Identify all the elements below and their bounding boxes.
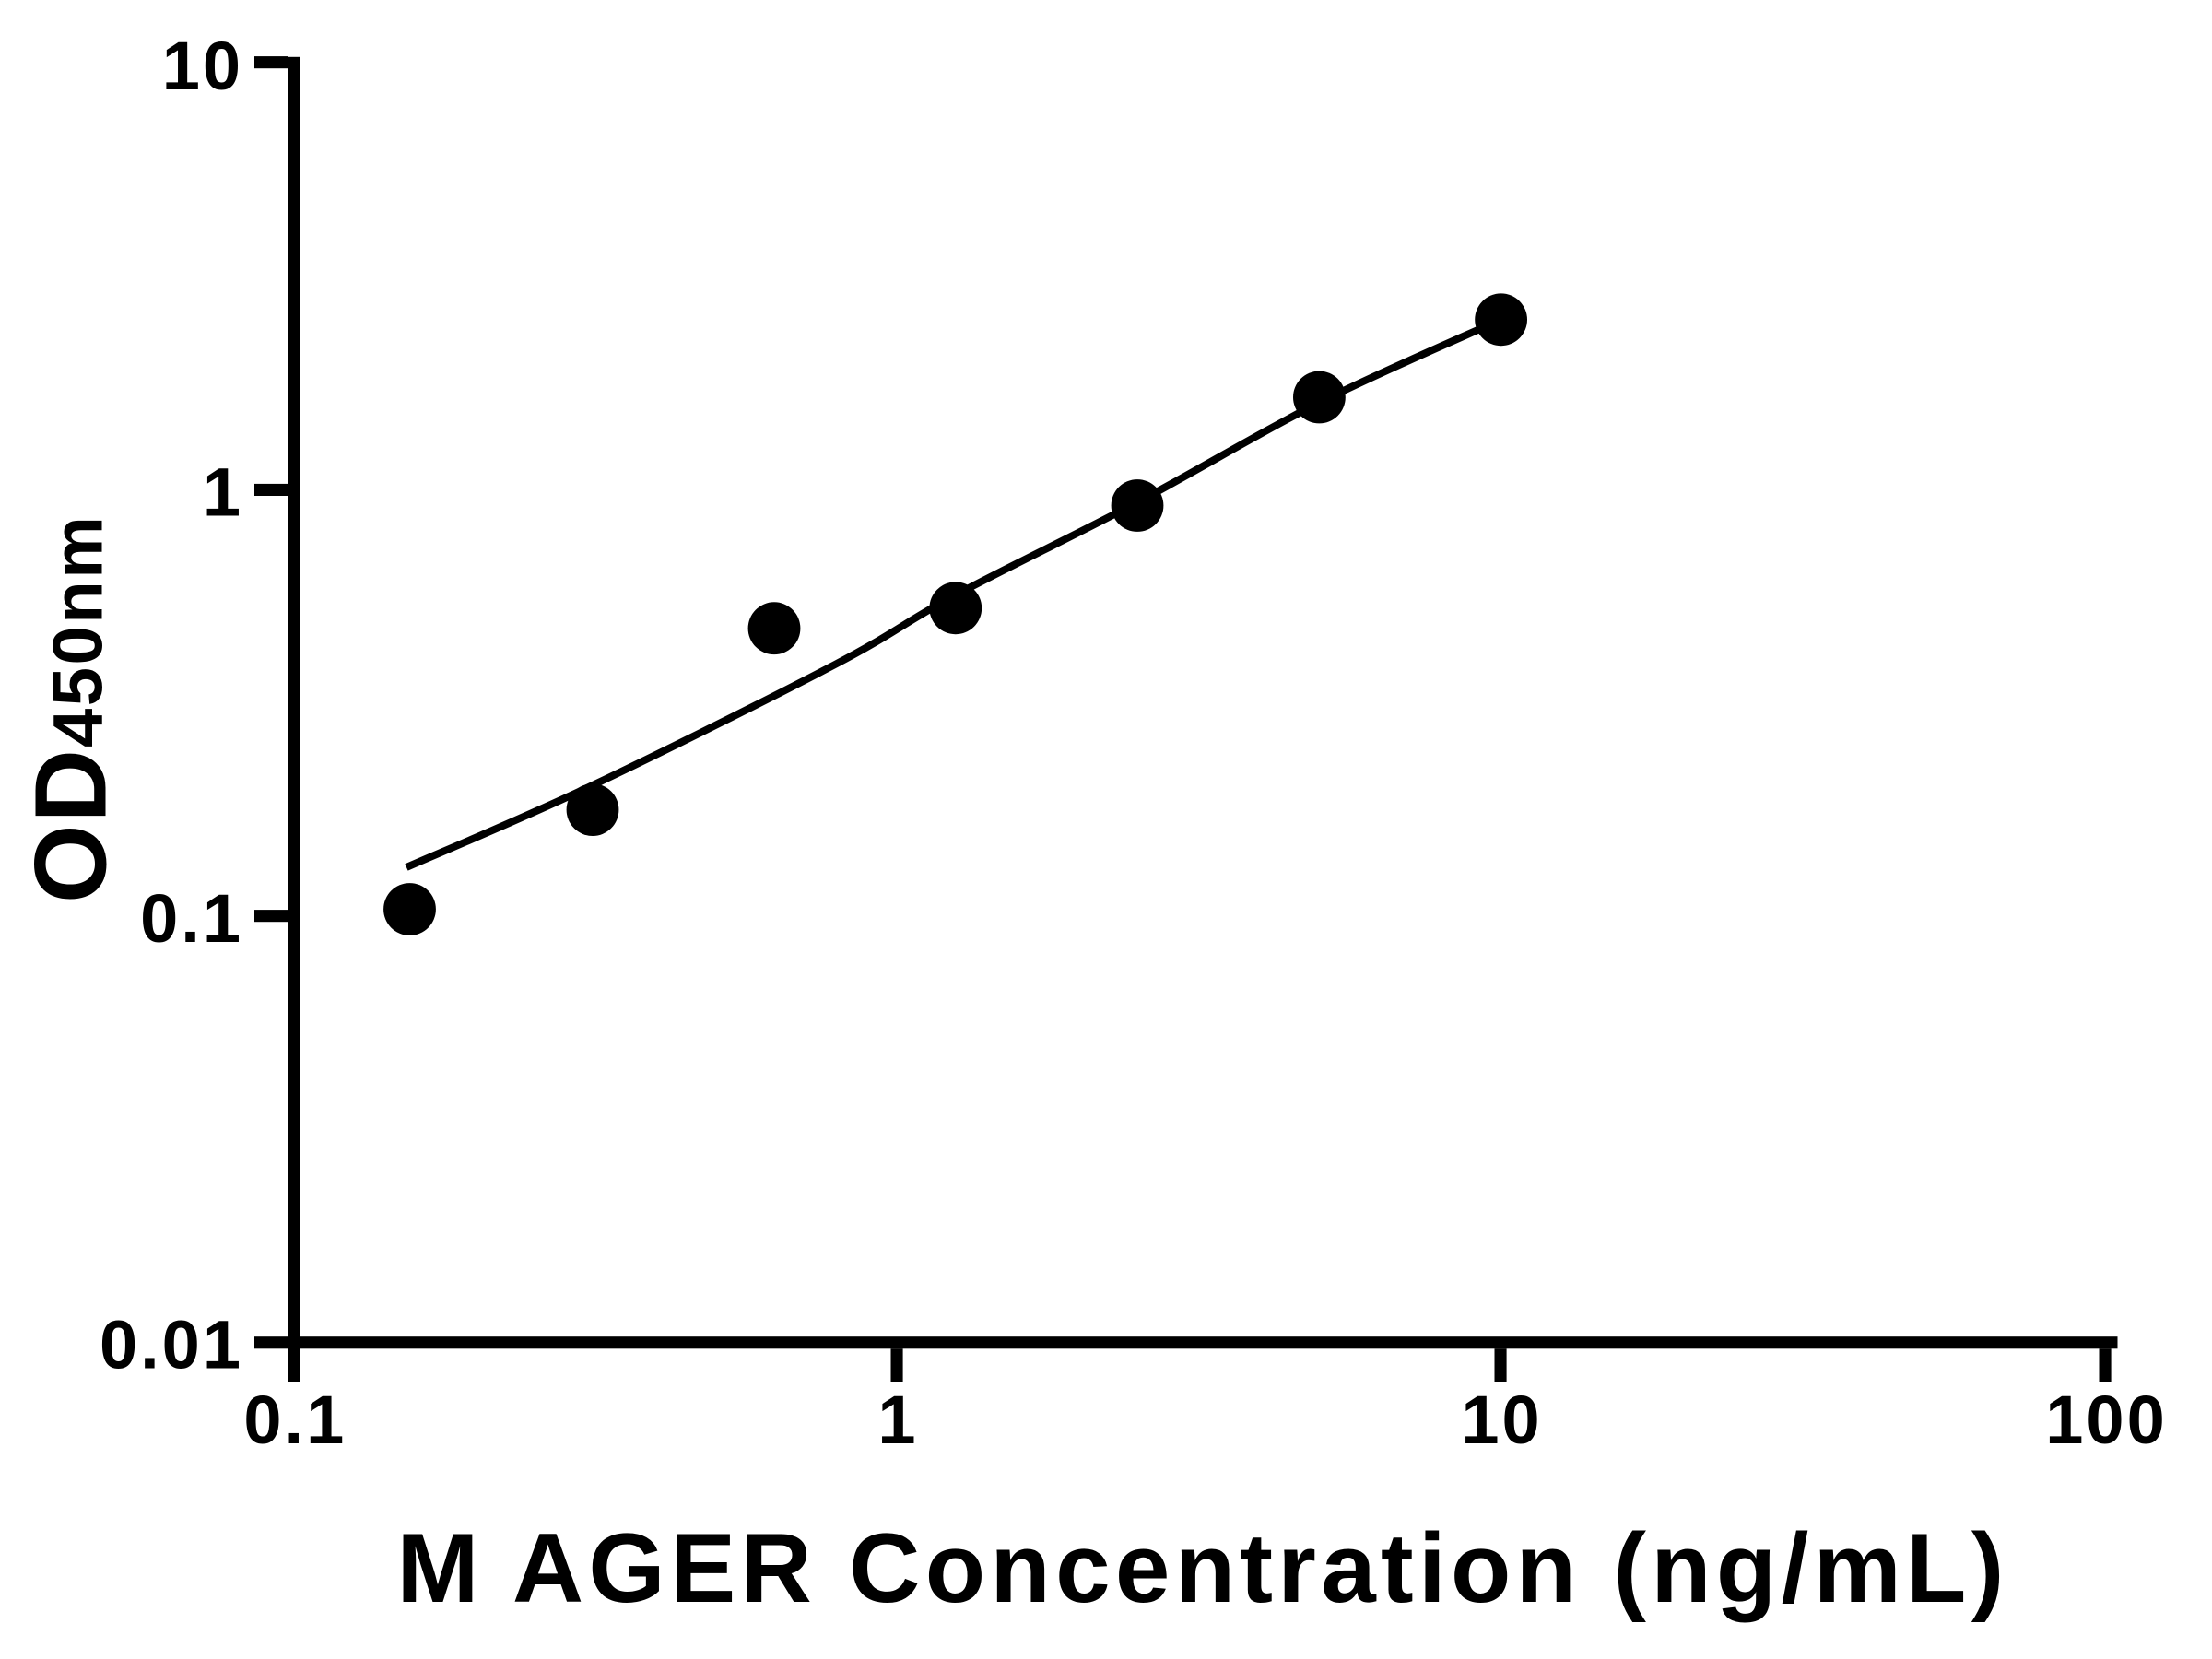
- svg-text:0.1: 0.1: [243, 1382, 347, 1458]
- svg-text:M AGER Concentration (ng/mL): M AGER Concentration (ng/mL): [396, 1512, 2008, 1623]
- svg-text:10: 10: [1461, 1382, 1542, 1458]
- svg-text:1: 1: [877, 1382, 918, 1458]
- svg-text:1: 1: [203, 454, 243, 531]
- svg-text:10: 10: [162, 28, 243, 104]
- svg-text:0.01: 0.01: [100, 1307, 243, 1383]
- svg-text:100: 100: [2045, 1382, 2167, 1458]
- svg-text:0.1: 0.1: [140, 880, 243, 957]
